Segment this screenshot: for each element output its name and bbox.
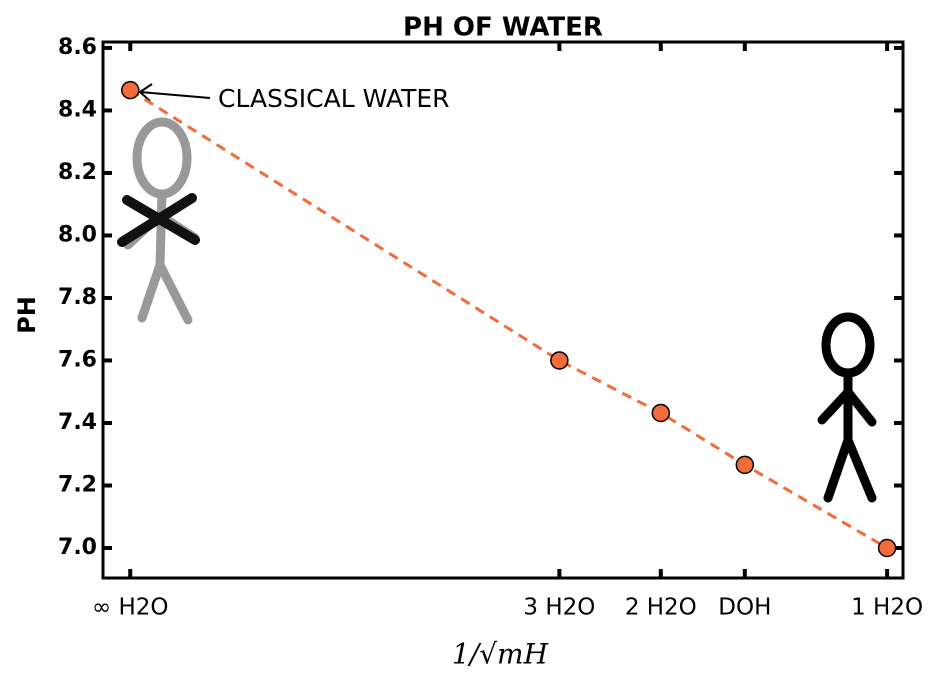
plot-frame <box>101 40 905 580</box>
y-tick-label: 7.8 <box>58 285 97 310</box>
data-point <box>651 403 671 423</box>
data-point <box>550 351 569 370</box>
y-tick-label: 8.4 <box>58 97 97 122</box>
x-tick-label: 3 H2O <box>523 595 595 621</box>
x-tick-label: 2 H2O <box>625 595 697 621</box>
y-tick-label: 8.0 <box>58 222 97 247</box>
y-tick-label: 8.6 <box>58 35 97 60</box>
trend-line <box>129 88 888 550</box>
gray-stick-figure <box>123 117 200 325</box>
y-tick-label: 7.6 <box>58 347 97 372</box>
y-tick-label: 8.2 <box>58 160 97 185</box>
data-point <box>120 80 140 100</box>
black-stick-figure <box>817 312 877 503</box>
annotation-arrow <box>138 83 211 102</box>
y-tick-label: 7.4 <box>58 410 97 435</box>
y-axis-label: PH <box>13 296 41 334</box>
data-point <box>877 538 897 558</box>
chart-title: PH OF WATER <box>403 13 603 43</box>
y-tick-label: 7.2 <box>58 472 97 497</box>
x-axis-label: 1/√mH <box>452 638 549 671</box>
x-tick-label: ∞ H2O <box>92 595 169 621</box>
cross-mark <box>117 193 200 247</box>
x-tick-label: 1 H2O <box>851 595 923 621</box>
annotation: CLASSICAL WATER <box>218 84 450 113</box>
data-point <box>735 455 755 475</box>
x-tick-label: DOH <box>718 595 771 621</box>
y-tick-label: 7.0 <box>58 535 97 560</box>
